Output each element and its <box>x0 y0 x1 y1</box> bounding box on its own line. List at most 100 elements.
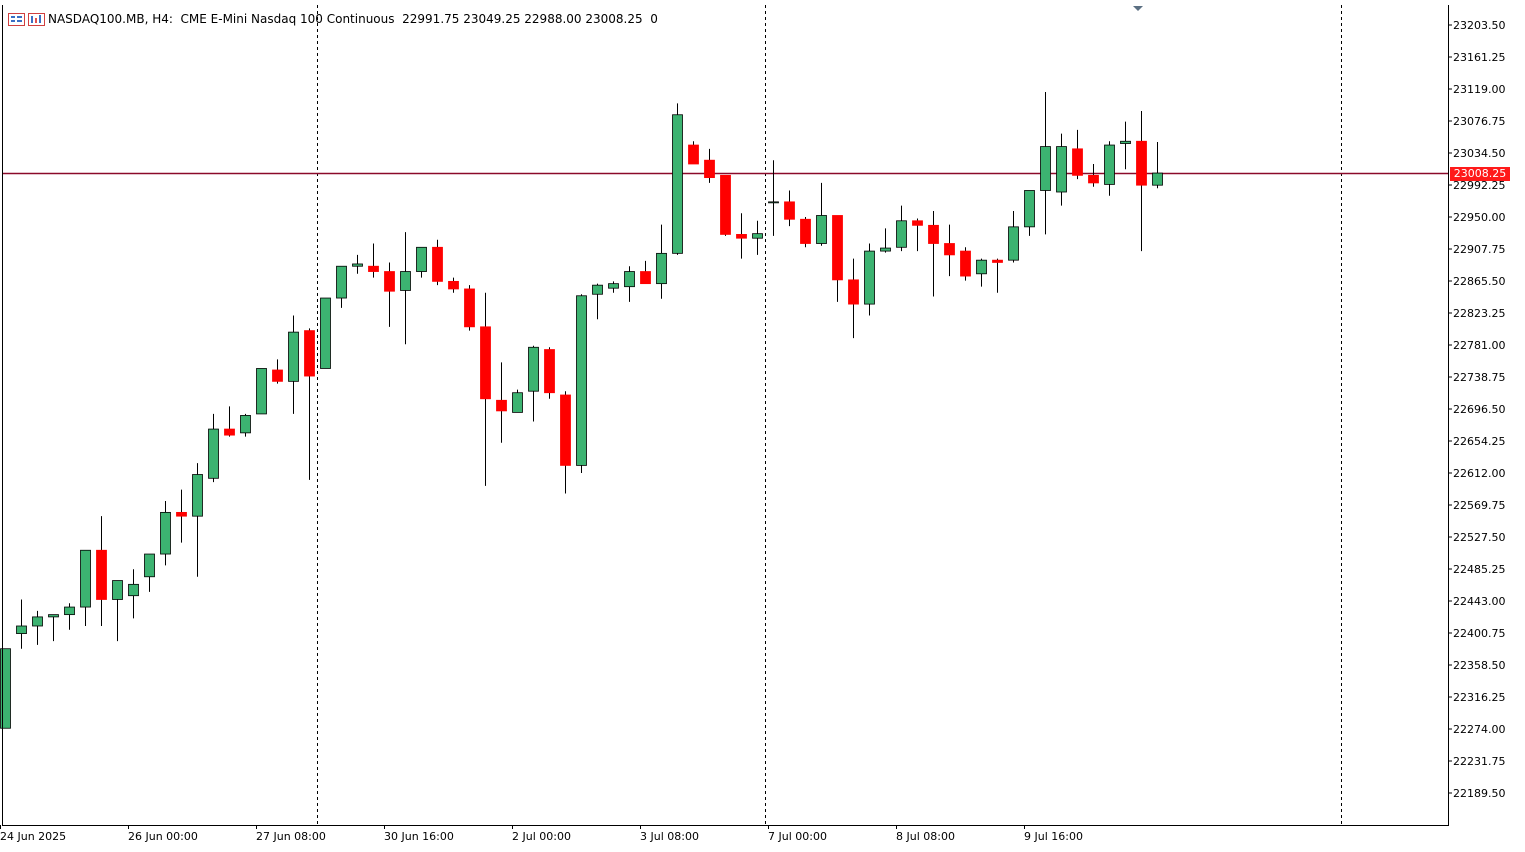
candle <box>112 580 123 642</box>
y-tick-label: 22950.00 <box>1453 211 1506 224</box>
bear-candle-body <box>848 279 859 305</box>
period-separators <box>317 5 1342 825</box>
bull-candle-body <box>192 474 203 517</box>
x-tick-label: 2 Jul 00:00 <box>512 830 571 843</box>
y-tick-label: 22189.50 <box>1453 787 1506 800</box>
chart-header: NASDAQ100.MB, H4: CME E-Mini Nasdaq 100 … <box>8 11 658 27</box>
x-axis-labels: 24 Jun 2025 26 Jun 00:00 27 Jun 08:00 30 Ju… <box>0 825 1083 843</box>
bull-candle-body <box>144 553 155 578</box>
candle <box>608 281 619 293</box>
bear-candle-body <box>176 511 187 517</box>
candle <box>896 205 907 252</box>
bull-candle-body <box>624 271 635 288</box>
candle <box>0 648 11 729</box>
y-tick-label: 22316.25 <box>1453 691 1506 704</box>
y-tick-label: 22696.50 <box>1453 403 1506 416</box>
y-tick-label: 23076.75 <box>1453 115 1506 128</box>
bull-candle-body <box>400 271 411 291</box>
bear-candle-body <box>1136 140 1147 186</box>
candle <box>1008 210 1019 263</box>
bear-candle-body <box>912 220 923 226</box>
bear-candle-body <box>480 326 491 400</box>
candle <box>448 277 459 293</box>
bull-candle-body <box>336 265 347 299</box>
candle <box>320 297 331 369</box>
bear-candle-body <box>928 224 939 244</box>
bear-candle-body <box>496 399 507 412</box>
bull-candle-body <box>1104 144 1115 185</box>
x-tick-label: 7 Jul 00:00 <box>768 830 827 843</box>
bull-candle-body <box>752 233 763 239</box>
y-tick-label: 22527.50 <box>1453 531 1506 544</box>
bull-candle-body <box>288 331 299 382</box>
bull-candle-body <box>208 428 219 479</box>
bull-candle-body <box>1040 146 1051 191</box>
bull-candle-body <box>896 220 907 248</box>
bull-candle-body <box>416 246 427 272</box>
bull-candle-body <box>160 511 171 555</box>
candle <box>944 224 955 277</box>
x-tick-label: 30 Jun 16:00 <box>384 830 454 843</box>
candle <box>576 294 587 473</box>
bull-candle-body <box>64 606 75 616</box>
candle <box>1120 121 1131 170</box>
bull-candle-body <box>80 549 91 608</box>
x-tick-label: 9 Jul 16:00 <box>1024 830 1083 843</box>
bear-candle-body <box>720 174 731 235</box>
y-tick-label: 22485.25 <box>1453 563 1506 576</box>
bull-candle-body <box>864 250 875 305</box>
bull-candle-body <box>576 295 587 466</box>
candle <box>848 258 859 339</box>
y-tick-label: 23034.50 <box>1453 147 1506 160</box>
candle <box>416 246 427 278</box>
bear-candle-body <box>1088 174 1099 184</box>
scroll-marker-icon[interactable] <box>1133 6 1143 11</box>
y-tick-label: 23203.50 <box>1453 19 1506 32</box>
candle <box>96 516 107 626</box>
bull-candle-body <box>112 580 123 600</box>
x-tick-label: 26 Jun 00:00 <box>128 830 198 843</box>
candle <box>336 265 347 308</box>
candle <box>400 232 411 345</box>
candle <box>1088 163 1099 187</box>
bear-candle-body <box>704 159 715 179</box>
candle <box>864 243 875 316</box>
bull-candle-body <box>1120 140 1131 144</box>
candle <box>960 247 971 281</box>
bear-candle-body <box>384 271 395 292</box>
axes <box>2 5 1449 826</box>
candle <box>48 614 59 642</box>
bull-candle-body <box>352 263 363 267</box>
candle <box>704 148 715 183</box>
candle <box>1024 190 1035 236</box>
chart-properties-icon[interactable] <box>28 12 45 26</box>
candle <box>224 406 235 437</box>
y-tick-label: 23119.00 <box>1453 83 1506 96</box>
bull-candle-body <box>256 368 267 415</box>
bear-candle-body <box>944 243 955 256</box>
bear-candle-body <box>304 330 315 377</box>
candle <box>640 260 651 285</box>
candle <box>672 103 683 255</box>
bull-candle-body <box>816 215 827 244</box>
candle <box>256 368 267 415</box>
symbol-label: NASDAQ100.MB, H4: CME E-Mini Nasdaq 100 … <box>48 12 395 26</box>
bear-candle-body <box>464 288 475 328</box>
candle <box>208 413 219 483</box>
candle <box>1104 141 1115 196</box>
candle <box>464 285 475 331</box>
bear-candle-body <box>432 246 443 282</box>
bear-candle-body <box>688 144 699 165</box>
candle <box>560 391 571 494</box>
bear-candle-body <box>640 271 651 285</box>
candle <box>688 141 699 165</box>
chart-list-icon[interactable] <box>8 12 25 26</box>
candles <box>0 92 1163 729</box>
bull-candle-body <box>1008 226 1019 261</box>
bear-candle-body <box>784 201 795 220</box>
y-tick-label: 22400.75 <box>1453 627 1506 640</box>
x-tick-label: 24 Jun 2025 <box>0 830 66 843</box>
